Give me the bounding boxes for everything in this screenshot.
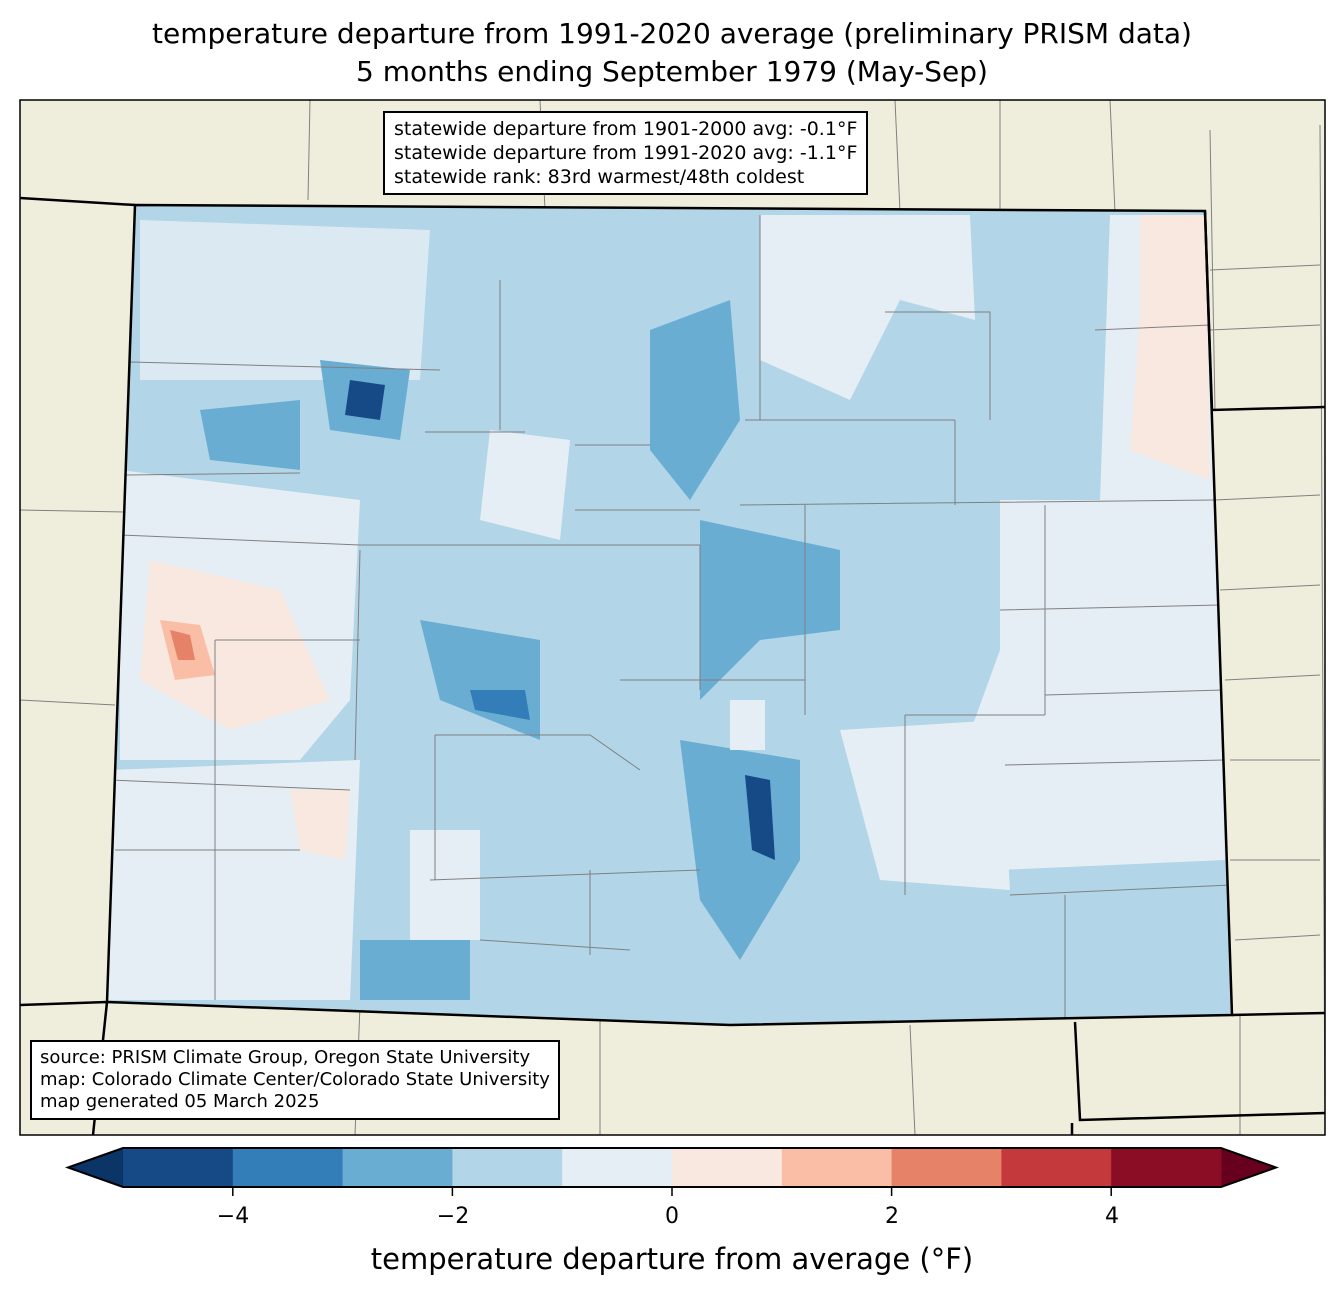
colorbar-bin	[891, 1148, 1002, 1187]
statewide-stats-box: statewide departure from 1901-2000 avg: …	[383, 111, 869, 195]
stat-departure-1991-2020: statewide departure from 1991-2020 avg: …	[394, 142, 858, 164]
colorbar-tick-label: −4	[216, 1204, 250, 1229]
colorbar-bin	[562, 1148, 673, 1187]
credit-generated: map generated 05 March 2025	[40, 1091, 320, 1112]
stat-departure-1901-2000: statewide departure from 1901-2000 avg: …	[394, 118, 858, 140]
colorbar-bin	[1111, 1148, 1222, 1187]
colorbar	[65, 1147, 1279, 1196]
colorbar-extend-high	[1221, 1148, 1276, 1187]
colorbar-bin	[781, 1148, 893, 1187]
colorbar-tick-label: 4	[1105, 1204, 1119, 1229]
colorbar-label: temperature departure from average (°F)	[370, 1242, 974, 1276]
title-line-2: 5 months ending September 1979 (May-Sep)	[356, 55, 988, 88]
colorbar-bin	[452, 1148, 563, 1187]
colorbar-bin	[342, 1148, 453, 1187]
title-line-1: temperature departure from 1991-2020 ave…	[152, 17, 1192, 50]
colorbar-extend-low	[68, 1148, 123, 1187]
colorbar-bin	[123, 1148, 234, 1187]
stat-rank: statewide rank: 83rd warmest/48th coldes…	[394, 166, 805, 188]
colorbar-tick-label: 2	[885, 1204, 899, 1229]
credits-box: source: PRISM Climate Group, Oregon Stat…	[30, 1040, 560, 1120]
colorbar-bin	[232, 1148, 344, 1187]
colorbar-tick-label: 0	[665, 1204, 679, 1229]
colorbar-bin	[672, 1148, 783, 1187]
credit-map: map: Colorado Climate Center/Colorado St…	[40, 1069, 550, 1090]
county-lines	[109, 215, 1231, 1020]
colorbar-tick-label: −2	[436, 1204, 470, 1229]
neighbor-county-lines	[20, 100, 1325, 1135]
map-frame	[19, 99, 1326, 1136]
colorbar-bin	[1001, 1148, 1112, 1187]
colorado-state-border	[105, 203, 1234, 1027]
temperature-field	[107, 205, 1232, 1025]
colorbar-outline	[65, 1147, 1279, 1188]
credit-source: source: PRISM Climate Group, Oregon Stat…	[40, 1047, 531, 1068]
